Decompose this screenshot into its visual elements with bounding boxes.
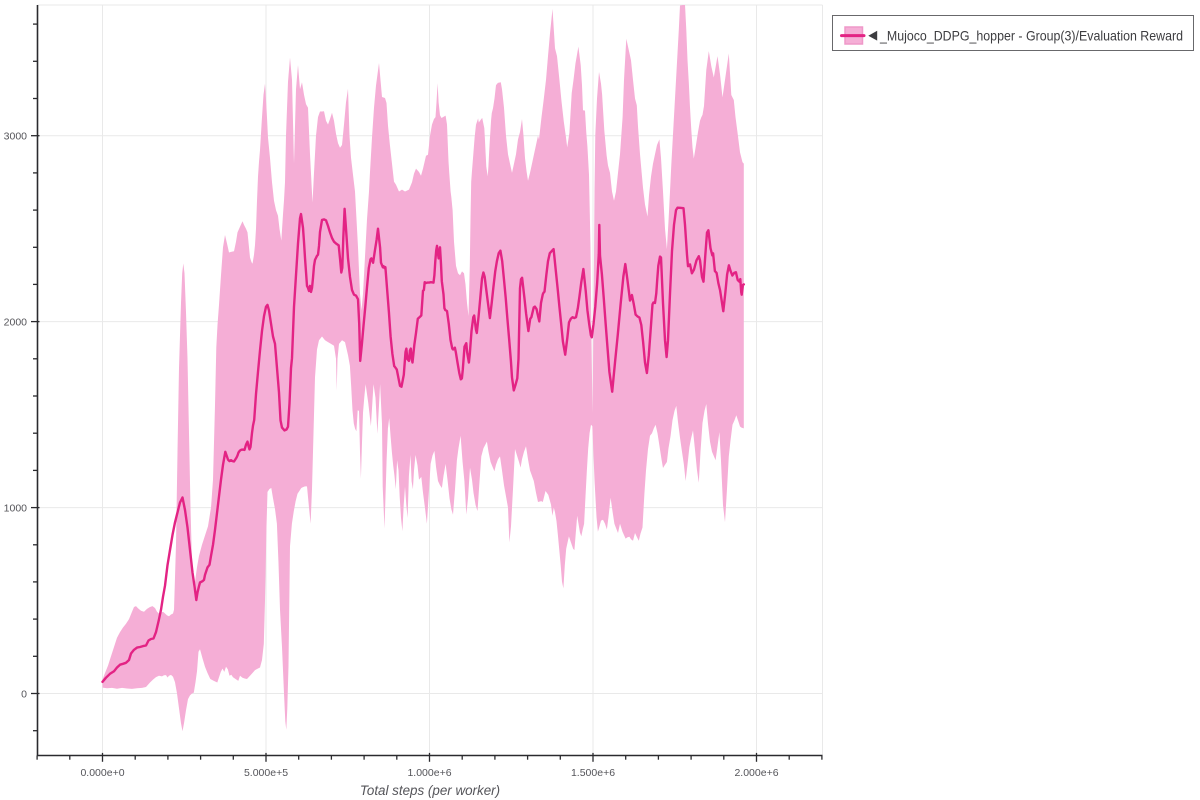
svg-text:0.000e+0: 0.000e+0: [80, 767, 124, 779]
svg-text:_Mujoco_DDPG_hopper - Group(3): _Mujoco_DDPG_hopper - Group(3)/Evaluatio…: [879, 27, 1183, 43]
svg-text:2.000e+6: 2.000e+6: [734, 767, 778, 779]
svg-text:2000: 2000: [4, 316, 28, 328]
svg-text:5.000e+5: 5.000e+5: [244, 767, 288, 779]
svg-text:1000: 1000: [4, 502, 28, 514]
svg-text:3000: 3000: [4, 131, 28, 143]
svg-text:1.000e+6: 1.000e+6: [407, 767, 451, 779]
svg-text:1.500e+6: 1.500e+6: [571, 767, 615, 779]
svg-text:0: 0: [21, 688, 27, 700]
svg-text:Total steps (per worker): Total steps (per worker): [360, 783, 500, 798]
